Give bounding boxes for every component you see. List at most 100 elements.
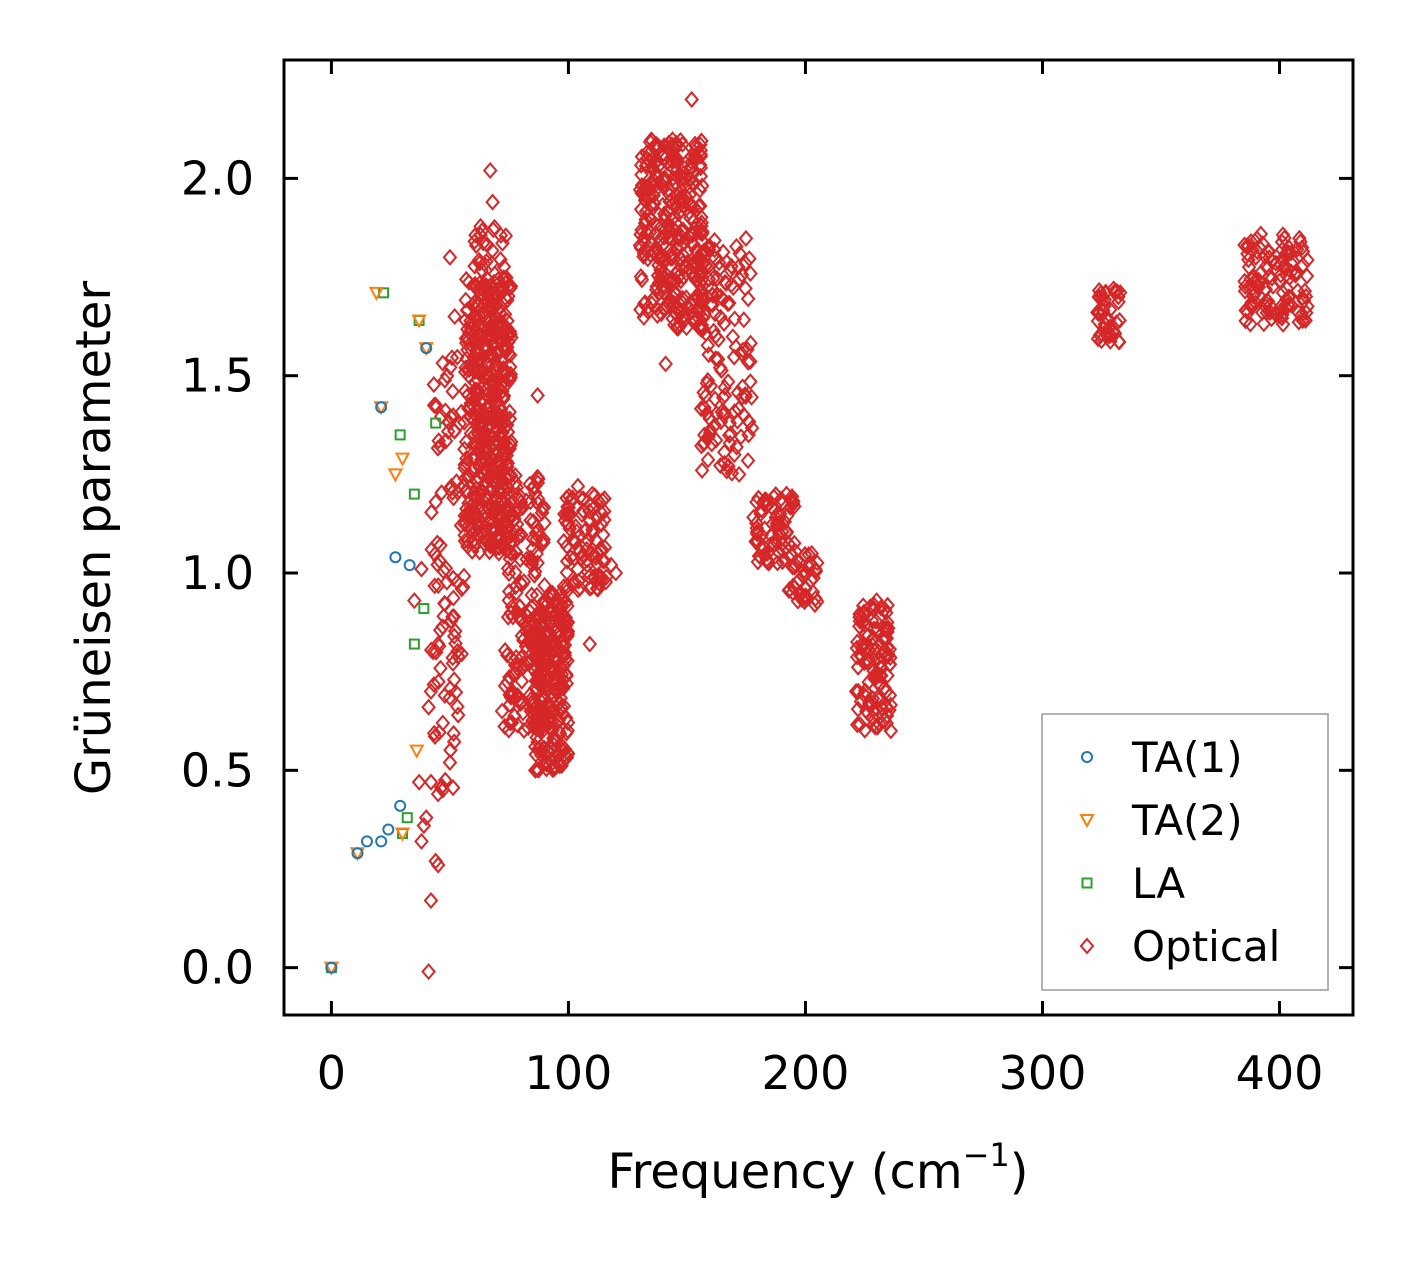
data-point <box>443 408 458 426</box>
x-axis-label-main: Frequency (cm <box>607 1144 962 1200</box>
data-point <box>445 407 461 425</box>
data-point <box>382 823 395 836</box>
data-point <box>883 696 898 714</box>
data-point <box>468 486 484 504</box>
data-point <box>527 477 542 495</box>
data-point <box>764 527 779 545</box>
data-point <box>769 517 785 535</box>
data-point <box>473 446 489 464</box>
data-point <box>536 595 552 613</box>
data-point <box>445 654 461 672</box>
data-point <box>731 465 747 483</box>
data-point <box>418 809 434 827</box>
data-point <box>693 400 709 418</box>
data-point <box>554 596 570 614</box>
data-point <box>1272 272 1287 290</box>
data-point <box>1276 259 1291 277</box>
legend-marker <box>1081 877 1093 889</box>
data-point <box>700 451 716 469</box>
data-point <box>427 727 443 745</box>
data-point <box>446 589 461 607</box>
data-point <box>636 308 652 326</box>
data-point <box>527 761 543 779</box>
data-point <box>504 649 519 667</box>
data-point <box>694 461 710 479</box>
data-point <box>495 234 510 252</box>
data-point <box>729 237 744 256</box>
data-point <box>468 480 484 498</box>
data-point <box>454 580 470 598</box>
data-point <box>784 487 800 506</box>
data-point <box>859 651 875 669</box>
data-point <box>432 621 448 639</box>
data-point <box>877 712 892 730</box>
data-point <box>496 359 511 378</box>
data-point <box>493 331 509 349</box>
data-point <box>1300 297 1315 315</box>
data-point <box>447 422 462 440</box>
data-point <box>709 269 725 288</box>
data-point <box>505 608 521 626</box>
data-point <box>849 716 865 734</box>
data-point <box>485 288 500 306</box>
data-point <box>735 341 751 359</box>
data-point <box>721 426 737 444</box>
data-point <box>457 532 473 550</box>
data-point <box>549 593 564 611</box>
data-point <box>487 307 503 326</box>
data-point <box>667 140 683 158</box>
data-point <box>445 608 460 626</box>
data-point <box>560 745 576 763</box>
data-point <box>509 529 525 548</box>
data-point <box>711 330 726 348</box>
data-point <box>568 517 584 536</box>
data-point <box>454 645 469 663</box>
data-point <box>696 426 712 444</box>
data-point <box>582 635 598 653</box>
data-point <box>442 689 458 707</box>
y-tick-label: 0.0 <box>181 941 254 995</box>
data-point <box>734 345 750 363</box>
data-point <box>554 757 569 775</box>
data-point <box>670 317 685 335</box>
data-point <box>408 488 420 500</box>
data-point <box>553 679 569 697</box>
data-point <box>394 452 411 467</box>
data-point <box>700 336 716 354</box>
data-point <box>529 666 545 684</box>
data-point <box>1281 296 1296 315</box>
data-point <box>698 256 714 274</box>
data-point <box>508 578 523 596</box>
data-point <box>694 177 710 195</box>
data-point <box>634 166 649 184</box>
data-point <box>563 548 579 566</box>
data-point <box>529 761 545 779</box>
data-point <box>1253 264 1268 282</box>
data-point <box>503 467 519 485</box>
data-point <box>1262 296 1278 315</box>
data-point <box>1300 251 1315 269</box>
data-point <box>806 569 821 587</box>
data-point <box>704 279 720 298</box>
data-point <box>435 618 451 636</box>
data-point <box>696 434 712 452</box>
data-point <box>442 358 458 376</box>
data-point <box>701 346 717 364</box>
data-point <box>738 254 753 272</box>
data-point <box>797 545 813 563</box>
data-point <box>421 963 436 981</box>
data-point <box>442 248 458 266</box>
data-point <box>435 714 451 732</box>
data-point <box>436 607 451 625</box>
data-point <box>595 526 611 544</box>
data-point <box>657 211 673 229</box>
data-point <box>411 314 427 329</box>
data-point <box>693 217 709 235</box>
data-point <box>476 475 492 493</box>
data-point <box>516 573 532 591</box>
data-point <box>1275 284 1291 302</box>
data-point <box>779 485 794 503</box>
data-point <box>1291 304 1306 322</box>
data-point <box>444 349 460 367</box>
data-point <box>501 591 517 609</box>
